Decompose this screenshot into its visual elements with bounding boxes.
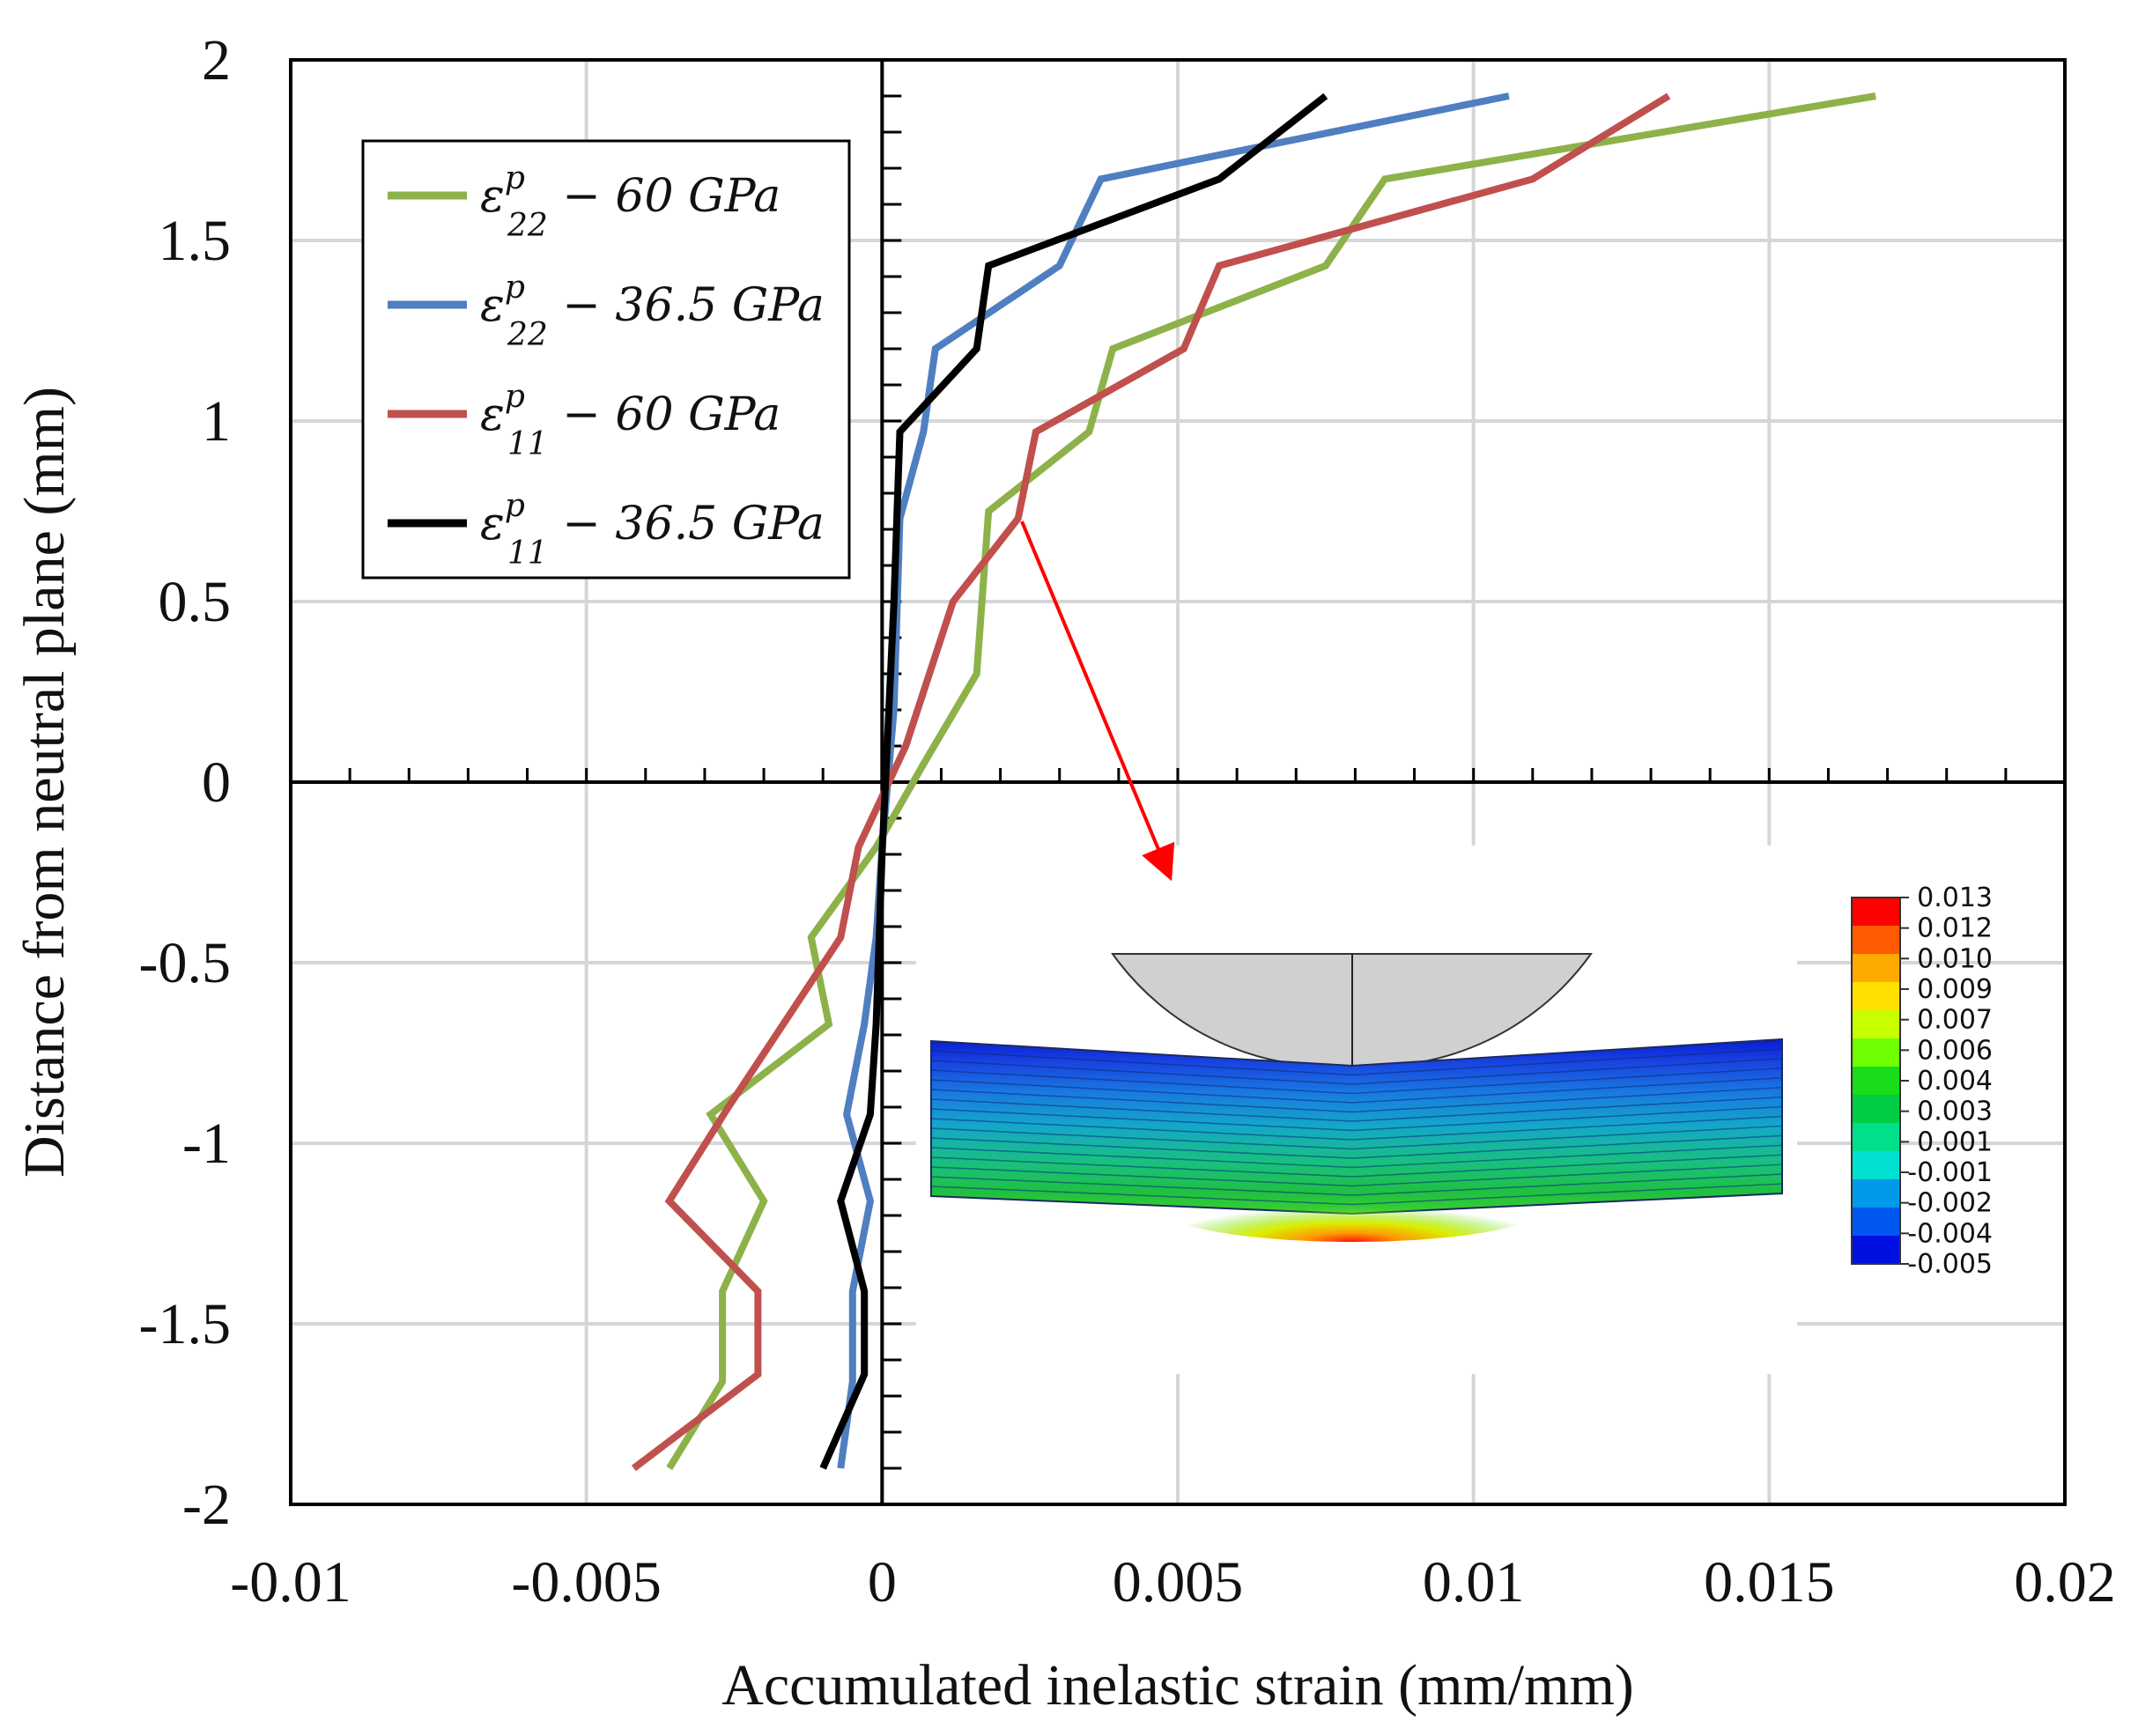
colorbar-swatch-10 [1852,1179,1900,1208]
colorbar-label-5: 0.006 [1917,1035,1993,1066]
bent-beam [930,1038,1783,1215]
colorbar-label-4: 0.007 [1917,1005,1993,1036]
y-tick-label-5: -0.5 [139,931,231,995]
colorbar-label-7: 0.003 [1917,1097,1993,1127]
beam-layer-line [930,1144,1783,1169]
x-tick-label-4: 0.01 [1423,1550,1525,1614]
colorbar-label-0: 0.013 [1917,883,1993,913]
colorbar-label-12: -0.005 [1907,1249,1993,1280]
legend-label-1: εp 22 − 36.5 GPa [480,270,825,353]
beam-layers [930,1048,1783,1206]
beam-layer-line [930,1183,1783,1206]
pointer-arrow [1020,521,1175,882]
axis-tick-labels: -0.01 -0.005 0 0.005 0.01 0.015 0.02 2 1.5 1 0.5 0 -… [139,28,2116,1614]
legend-label-2: εp 11 − 60 GPa [480,379,780,462]
colorbar-swatch-9 [1852,1151,1900,1180]
beam-layer-line [930,1048,1783,1076]
colorbar-swatch-12 [1852,1236,1900,1265]
colorbar-label-10: -0.002 [1907,1188,1993,1219]
beam-layer-line [930,1163,1783,1187]
beam-layer-line [930,1086,1783,1113]
colorbar-swatch-1 [1852,926,1900,955]
colorbar-label-11: -0.004 [1907,1218,1993,1249]
x-tick-label-2: 0 [868,1550,897,1614]
colorbar-swatch-4 [1852,1010,1900,1039]
y-tick-label-6: -1 [182,1112,231,1176]
colorbar-label-2: 0.010 [1917,943,1993,974]
colorbar-swatch-3 [1852,982,1900,1011]
x-axis-title: Accumulated inelastic strain (mm/mm) [721,1653,1634,1718]
colorbar: 0.0130.0120.0100.0090.0070.0060.0040.003… [1851,883,1993,1280]
colorbar-label-9: -0.001 [1907,1157,1993,1188]
x-tick-label-0: -0.01 [230,1550,351,1614]
tension-hotspot [1158,1171,1546,1242]
y-axis-title: Distance from neutral plane (mm) [12,387,77,1178]
fe-contour-inset: 0.0130.0120.0100.0090.0070.0060.0040.003… [916,846,1993,1374]
y-tick-label-1: 1.5 [159,209,232,273]
colorbar-swatch-6 [1852,1067,1900,1096]
colorbar-swatch-7 [1852,1095,1900,1124]
beam-layer-line [930,1173,1783,1196]
y-tick-label-0: 2 [202,28,231,92]
colorbar-swatch-5 [1852,1038,1900,1067]
colorbar-label-8: 0.001 [1917,1127,1993,1157]
colorbar-label-1: 0.012 [1917,913,1993,944]
colorbar-label-6: 0.004 [1917,1066,1993,1097]
colorbar-swatch-11 [1852,1208,1900,1237]
y-tick-label-2: 1 [202,389,231,454]
beam-layer-line [930,1067,1783,1095]
beam-layer-line [930,1105,1783,1132]
colorbar-swatch-8 [1852,1123,1900,1152]
x-tick-label-3: 0.005 [1113,1550,1244,1614]
x-tick-label-5: 0.015 [1704,1550,1835,1614]
x-tick-label-1: -0.005 [511,1550,661,1614]
colorbar-label-3: 0.009 [1917,974,1993,1005]
beam-layer-line [930,1058,1783,1085]
beam-layer-line [930,1096,1783,1122]
y-tick-label-7: -1.5 [139,1292,231,1356]
beam-layer-line [930,1125,1783,1150]
series-line-0 [666,92,1876,1471]
y-tick-label-3: 0.5 [159,570,232,634]
legend-label-0: εp 22 − 60 GPa [480,160,780,244]
x-tick-label-6: 0.02 [2014,1550,2116,1614]
colorbar-swatch-0 [1852,898,1900,927]
beam-layer-line [930,1077,1783,1104]
legend-box [361,139,851,580]
legend-label-3: εp 11 − 36.5 GPa [480,488,825,572]
beam-layer-line [930,1134,1783,1159]
colorbar-swatch-2 [1852,954,1900,983]
legend: εp 22 − 60 GPa εp 22 − 36.5 GPa εp 11 − 60 GP… [361,139,851,580]
data-series [631,92,1876,1472]
y-tick-label-8: -2 [182,1473,231,1537]
y-tick-label-4: 0 [202,750,231,815]
beam-layer-line [930,1115,1783,1141]
beam-layer-line [930,1154,1783,1178]
